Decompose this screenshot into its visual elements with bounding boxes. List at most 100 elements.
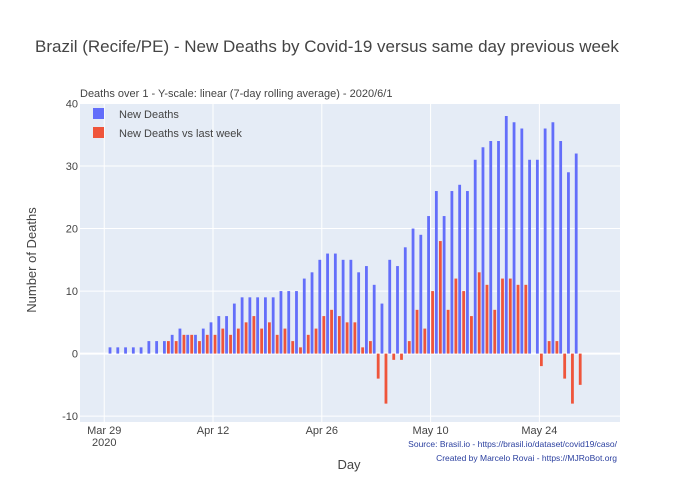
bar-new-deaths[interactable] xyxy=(567,172,570,354)
bar-vs-last-week[interactable] xyxy=(174,341,178,354)
bar-new-deaths[interactable] xyxy=(512,122,516,354)
bar-new-deaths[interactable] xyxy=(504,116,508,354)
bar-new-deaths[interactable] xyxy=(497,141,500,354)
bar-vs-last-week[interactable] xyxy=(563,353,567,379)
bar-new-deaths[interactable] xyxy=(427,216,430,354)
bar-vs-last-week[interactable] xyxy=(524,284,528,354)
bar-new-deaths[interactable] xyxy=(209,322,213,354)
bar-vs-last-week[interactable] xyxy=(283,328,287,354)
bar-new-deaths[interactable] xyxy=(295,291,298,354)
bar-vs-last-week[interactable] xyxy=(400,353,403,360)
bar-new-deaths[interactable] xyxy=(396,266,399,354)
bar-new-deaths[interactable] xyxy=(543,128,547,354)
bar-vs-last-week[interactable] xyxy=(330,309,333,354)
bar-vs-last-week[interactable] xyxy=(244,322,248,354)
bar-new-deaths[interactable] xyxy=(155,341,159,354)
bar-new-deaths[interactable] xyxy=(574,153,578,354)
bar-new-deaths[interactable] xyxy=(108,347,112,354)
bar-vs-last-week[interactable] xyxy=(236,328,240,354)
bar-new-deaths[interactable] xyxy=(365,266,368,354)
bar-new-deaths[interactable] xyxy=(434,191,438,354)
bar-vs-last-week[interactable] xyxy=(431,291,434,354)
bar-vs-last-week[interactable] xyxy=(306,334,310,354)
bar-vs-last-week[interactable] xyxy=(353,322,357,354)
credit-annotation[interactable]: Created by Marcelo Rovai - https://MJRoB… xyxy=(436,453,617,463)
bar-new-deaths[interactable] xyxy=(466,191,469,354)
bar-vs-last-week[interactable] xyxy=(260,328,264,354)
bar-vs-last-week[interactable] xyxy=(182,334,186,354)
bar-new-deaths[interactable] xyxy=(473,159,477,354)
bar-new-deaths[interactable] xyxy=(256,297,260,354)
bar-vs-last-week[interactable] xyxy=(446,309,450,354)
bar-new-deaths[interactable] xyxy=(349,259,353,354)
bar-new-deaths[interactable] xyxy=(240,297,244,354)
bar-vs-last-week[interactable] xyxy=(571,353,574,404)
bar-new-deaths[interactable] xyxy=(341,259,345,354)
bar-new-deaths[interactable] xyxy=(310,272,314,354)
bar-vs-last-week[interactable] xyxy=(205,334,209,354)
bar-new-deaths[interactable] xyxy=(124,347,127,354)
legend-label-vs-last-week[interactable]: New Deaths vs last week xyxy=(119,128,242,140)
bar-vs-last-week[interactable] xyxy=(508,278,512,354)
bar-vs-last-week[interactable] xyxy=(229,334,232,354)
bar-vs-last-week[interactable] xyxy=(415,309,419,354)
bar-new-deaths[interactable] xyxy=(131,347,135,354)
bar-vs-last-week[interactable] xyxy=(376,353,380,379)
bar-new-deaths[interactable] xyxy=(232,303,236,354)
bar-vs-last-week[interactable] xyxy=(462,291,466,354)
bar-vs-last-week[interactable] xyxy=(555,341,559,354)
bar-new-deaths[interactable] xyxy=(559,141,563,354)
bar-vs-last-week[interactable] xyxy=(221,328,225,354)
bar-new-deaths[interactable] xyxy=(481,147,485,354)
bar-new-deaths[interactable] xyxy=(419,234,423,354)
bar-new-deaths[interactable] xyxy=(403,247,407,354)
source-annotation[interactable]: Source: Brasil.io - https://brasil.io/da… xyxy=(408,439,617,449)
bar-vs-last-week[interactable] xyxy=(578,353,582,385)
bar-new-deaths[interactable] xyxy=(551,122,555,354)
bar-vs-last-week[interactable] xyxy=(252,316,256,354)
bar-new-deaths[interactable] xyxy=(186,334,190,354)
bar-new-deaths[interactable] xyxy=(217,316,221,354)
bar-vs-last-week[interactable] xyxy=(516,284,520,354)
bar-new-deaths[interactable] xyxy=(302,278,306,354)
bar-new-deaths[interactable] xyxy=(411,228,415,354)
bar-new-deaths[interactable] xyxy=(388,259,392,354)
bar-new-deaths[interactable] xyxy=(357,272,361,354)
bar-vs-last-week[interactable] xyxy=(547,341,551,354)
bar-vs-last-week[interactable] xyxy=(291,341,295,354)
bar-new-deaths[interactable] xyxy=(170,334,174,354)
bar-new-deaths[interactable] xyxy=(380,303,384,354)
bar-new-deaths[interactable] xyxy=(326,253,329,354)
bar-vs-last-week[interactable] xyxy=(485,284,489,354)
bar-vs-last-week[interactable] xyxy=(501,278,504,354)
bar-new-deaths[interactable] xyxy=(116,347,120,354)
bar-new-deaths[interactable] xyxy=(372,284,376,354)
bar-new-deaths[interactable] xyxy=(528,159,531,354)
bar-new-deaths[interactable] xyxy=(264,297,267,354)
bar-new-deaths[interactable] xyxy=(318,259,322,354)
bar-new-deaths[interactable] xyxy=(333,253,337,354)
bar-vs-last-week[interactable] xyxy=(167,341,170,354)
bar-vs-last-week[interactable] xyxy=(438,241,442,354)
bar-vs-last-week[interactable] xyxy=(268,322,271,354)
bar-vs-last-week[interactable] xyxy=(322,316,326,354)
bar-new-deaths[interactable] xyxy=(201,328,205,354)
bar-vs-last-week[interactable] xyxy=(345,322,349,354)
bar-new-deaths[interactable] xyxy=(178,328,182,354)
bar-vs-last-week[interactable] xyxy=(314,328,318,354)
bar-vs-last-week[interactable] xyxy=(392,353,396,360)
bar-vs-last-week[interactable] xyxy=(198,341,201,354)
bar-vs-last-week[interactable] xyxy=(337,316,341,354)
bar-vs-last-week[interactable] xyxy=(213,334,217,354)
bar-vs-last-week[interactable] xyxy=(407,341,411,354)
bar-new-deaths[interactable] xyxy=(248,297,252,354)
bar-new-deaths[interactable] xyxy=(458,184,462,354)
bar-new-deaths[interactable] xyxy=(489,141,493,354)
bar-new-deaths[interactable] xyxy=(225,316,228,354)
bar-new-deaths[interactable] xyxy=(442,216,446,354)
bar-vs-last-week[interactable] xyxy=(384,353,388,404)
bar-new-deaths[interactable] xyxy=(520,128,524,354)
legend-label-new-deaths[interactable]: New Deaths xyxy=(119,109,179,121)
bar-vs-last-week[interactable] xyxy=(454,278,458,354)
bar-new-deaths[interactable] xyxy=(279,291,283,354)
